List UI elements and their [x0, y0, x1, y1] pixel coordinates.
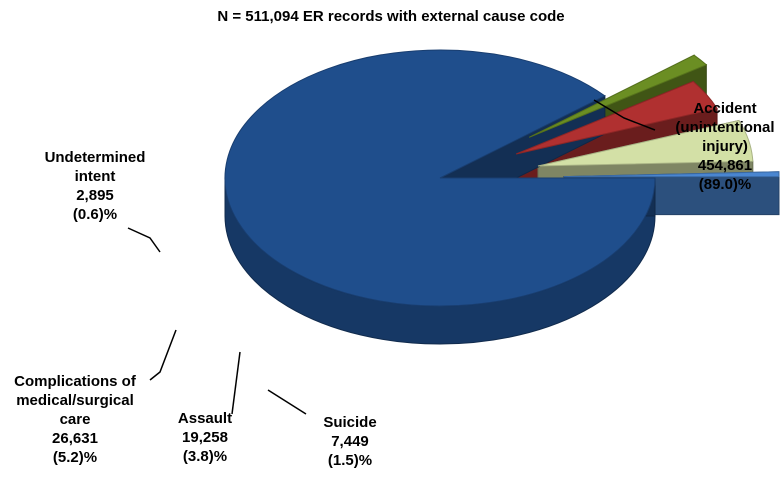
leader-line-assault: [231, 351, 241, 415]
label-suicide-percent: (1.5)%: [327, 452, 373, 469]
slice-undetermined: [563, 171, 780, 178]
label-accident-line-1: Accident: [693, 100, 757, 117]
slice-suicide: [528, 54, 708, 138]
label-complications-percent: (5.2)%: [52, 449, 98, 466]
label-complications-line-3: care: [59, 411, 91, 428]
label-complications-count: 26,631: [52, 430, 98, 447]
slice-complications: [537, 119, 754, 167]
label-suicide: Suicide 7,449 (1.5)%: [310, 413, 390, 470]
label-suicide-line-1: Suicide: [323, 414, 377, 431]
chart-title: N = 511,094 ER records with external cau…: [217, 8, 565, 25]
slice-accident: [224, 49, 656, 307]
leader-line-accident: [593, 99, 656, 131]
label-undetermined-line-2: intent: [74, 168, 116, 185]
label-undetermined-count: 2,895: [76, 187, 114, 204]
label-accident-count: 454,861: [697, 157, 753, 174]
label-complications: Complications of medical/surgical care 2…: [5, 372, 145, 467]
label-accident-line-2: (unintentional: [675, 119, 775, 136]
label-undetermined-percent: (0.6)%: [72, 206, 118, 223]
label-suicide-count: 7,449: [331, 433, 369, 450]
label-assault: Assault 19,258 (3.8)%: [160, 409, 250, 466]
label-complications-line-2: medical/surgical: [16, 392, 134, 409]
slice-assault: [515, 80, 718, 155]
label-complications-line-1: Complications of: [14, 373, 136, 390]
label-accident-line-3: injury): [702, 138, 748, 155]
label-assault-count: 19,258: [182, 429, 228, 446]
leader-line-complications: [149, 329, 177, 381]
leader-line-undetermined: [127, 227, 161, 253]
label-undetermined: Undetermined intent 2,895 (0.6)%: [30, 148, 160, 224]
label-accident: Accident (unintentional injury) 454,861 …: [660, 99, 782, 194]
label-assault-percent: (3.8)%: [182, 448, 228, 465]
leader-line-suicide: [267, 389, 307, 415]
label-assault-line-1: Assault: [177, 410, 233, 427]
label-accident-percent: (89.0)%: [698, 176, 752, 193]
label-undetermined-line-1: Undetermined: [44, 149, 146, 166]
